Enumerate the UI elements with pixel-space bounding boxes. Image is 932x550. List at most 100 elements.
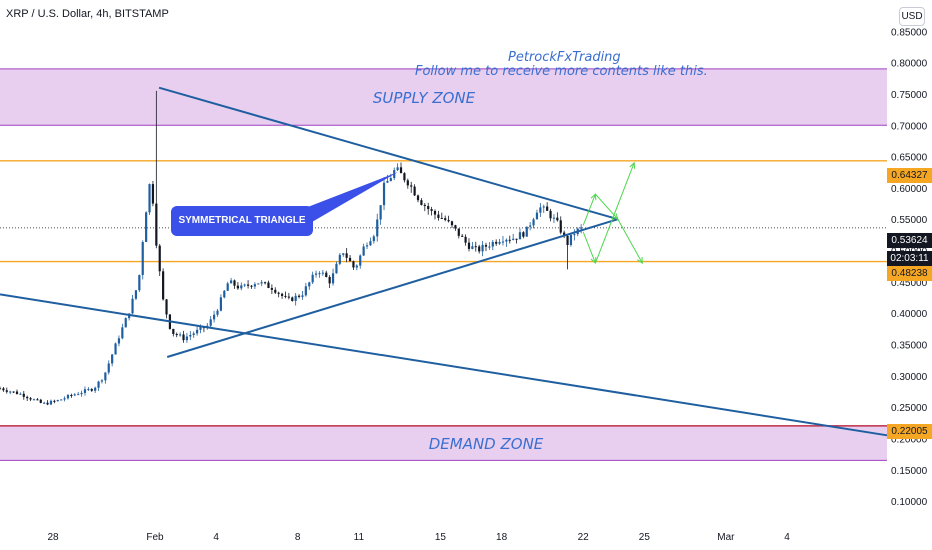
candle-body	[382, 182, 386, 206]
candle-body	[573, 234, 576, 236]
candle-body	[0, 388, 2, 390]
candle-body	[53, 400, 56, 402]
projection-arrow	[582, 193, 596, 226]
long-support-trendline	[0, 293, 888, 437]
candle-body	[505, 239, 508, 242]
candle-body	[457, 228, 460, 236]
candle-body	[19, 393, 22, 395]
candle-body	[301, 295, 304, 297]
candle-body	[229, 280, 233, 284]
demand-level-price-tag: 0.22005	[887, 424, 932, 439]
candle-body	[253, 284, 256, 287]
x-axis-tick-label: 25	[639, 532, 651, 543]
candle-body	[478, 246, 481, 252]
candle-body	[515, 238, 518, 240]
candle-body	[535, 212, 539, 220]
candle-body	[100, 380, 104, 382]
projection-arrow	[617, 218, 643, 264]
candle-body	[138, 274, 141, 291]
candle-body	[189, 334, 192, 337]
candle-body	[77, 394, 80, 396]
projection-arrows-layer	[582, 161, 643, 265]
x-axis-tick-label: 22	[578, 532, 590, 543]
y-axis-tick-label: 0.40000	[891, 309, 928, 320]
candle-body	[498, 241, 501, 244]
candle-body	[32, 399, 36, 401]
candle-body	[117, 338, 121, 344]
candle-body	[461, 235, 464, 237]
candle-body	[83, 389, 87, 393]
candle-body	[277, 292, 280, 294]
candle-body	[39, 399, 42, 403]
candle-body	[192, 333, 195, 335]
candle-body	[406, 180, 409, 186]
y-axis-tick-label: 0.25000	[891, 403, 928, 414]
x-axis-tick-label: 15	[435, 532, 447, 543]
upper-level-price-tag: 0.64327	[887, 168, 932, 183]
levels-layer	[0, 160, 887, 427]
candle-body	[467, 242, 471, 249]
y-axis-tick-label: 0.30000	[891, 372, 928, 383]
candle-body	[219, 297, 223, 311]
candle-body	[552, 217, 556, 219]
candle-body	[63, 398, 66, 400]
candle-body	[580, 227, 583, 229]
candle-body	[165, 299, 168, 315]
author-name: PetrockFxTrading	[508, 50, 621, 65]
candle-body	[314, 273, 318, 275]
currency-badge[interactable]: USD	[899, 7, 925, 26]
candle-body	[209, 319, 212, 326]
candle-body	[308, 282, 311, 287]
candle-body	[107, 363, 110, 373]
candle-body	[151, 184, 155, 204]
candle-body	[199, 327, 202, 330]
candle-body	[464, 236, 467, 243]
candle-body	[270, 287, 273, 290]
candle-body	[525, 226, 528, 237]
candle-body	[447, 219, 450, 222]
candle-body	[87, 389, 90, 391]
candle-body	[566, 235, 569, 245]
y-axis-tick-label: 0.20000	[891, 434, 928, 445]
candle-body	[294, 295, 297, 301]
candle-body	[342, 253, 345, 255]
candle-body	[179, 334, 182, 336]
candle-body	[297, 295, 301, 297]
author-call-to-action: Follow me to receive more contents like …	[415, 64, 708, 79]
candle-body	[522, 232, 525, 237]
candle-body	[450, 221, 454, 226]
symbol-title[interactable]: XRP / U.S. Dollar, 4h, BITSTAMP	[6, 8, 169, 20]
candle-body	[488, 246, 491, 248]
y-axis-tick-label: 0.55000	[891, 215, 928, 226]
candle-body	[542, 206, 545, 208]
candle-body	[124, 318, 127, 328]
candle-body	[240, 285, 243, 289]
candle-body	[556, 217, 559, 221]
candle-body	[155, 203, 158, 246]
candle-body	[546, 206, 549, 211]
candle-body	[495, 241, 498, 244]
candle-body	[348, 257, 352, 262]
candle-body	[338, 254, 341, 264]
candle-body	[158, 245, 161, 272]
candle-body	[563, 232, 566, 236]
candle-body	[104, 372, 107, 381]
projection-arrow-head	[629, 161, 636, 169]
candle-body	[280, 293, 284, 296]
candle-body	[508, 239, 511, 241]
candle-body	[114, 343, 117, 355]
candle-body	[416, 195, 420, 201]
candle-body	[73, 394, 76, 396]
candle-body	[243, 284, 246, 286]
candle-body	[226, 283, 229, 291]
candle-body	[196, 329, 199, 334]
candle-body	[433, 210, 437, 215]
candle-body	[372, 236, 375, 242]
candle-body	[70, 395, 73, 397]
candle-body	[369, 241, 372, 246]
candle-body	[216, 310, 219, 315]
candle-body	[141, 242, 144, 275]
callout-pointer	[300, 172, 398, 222]
